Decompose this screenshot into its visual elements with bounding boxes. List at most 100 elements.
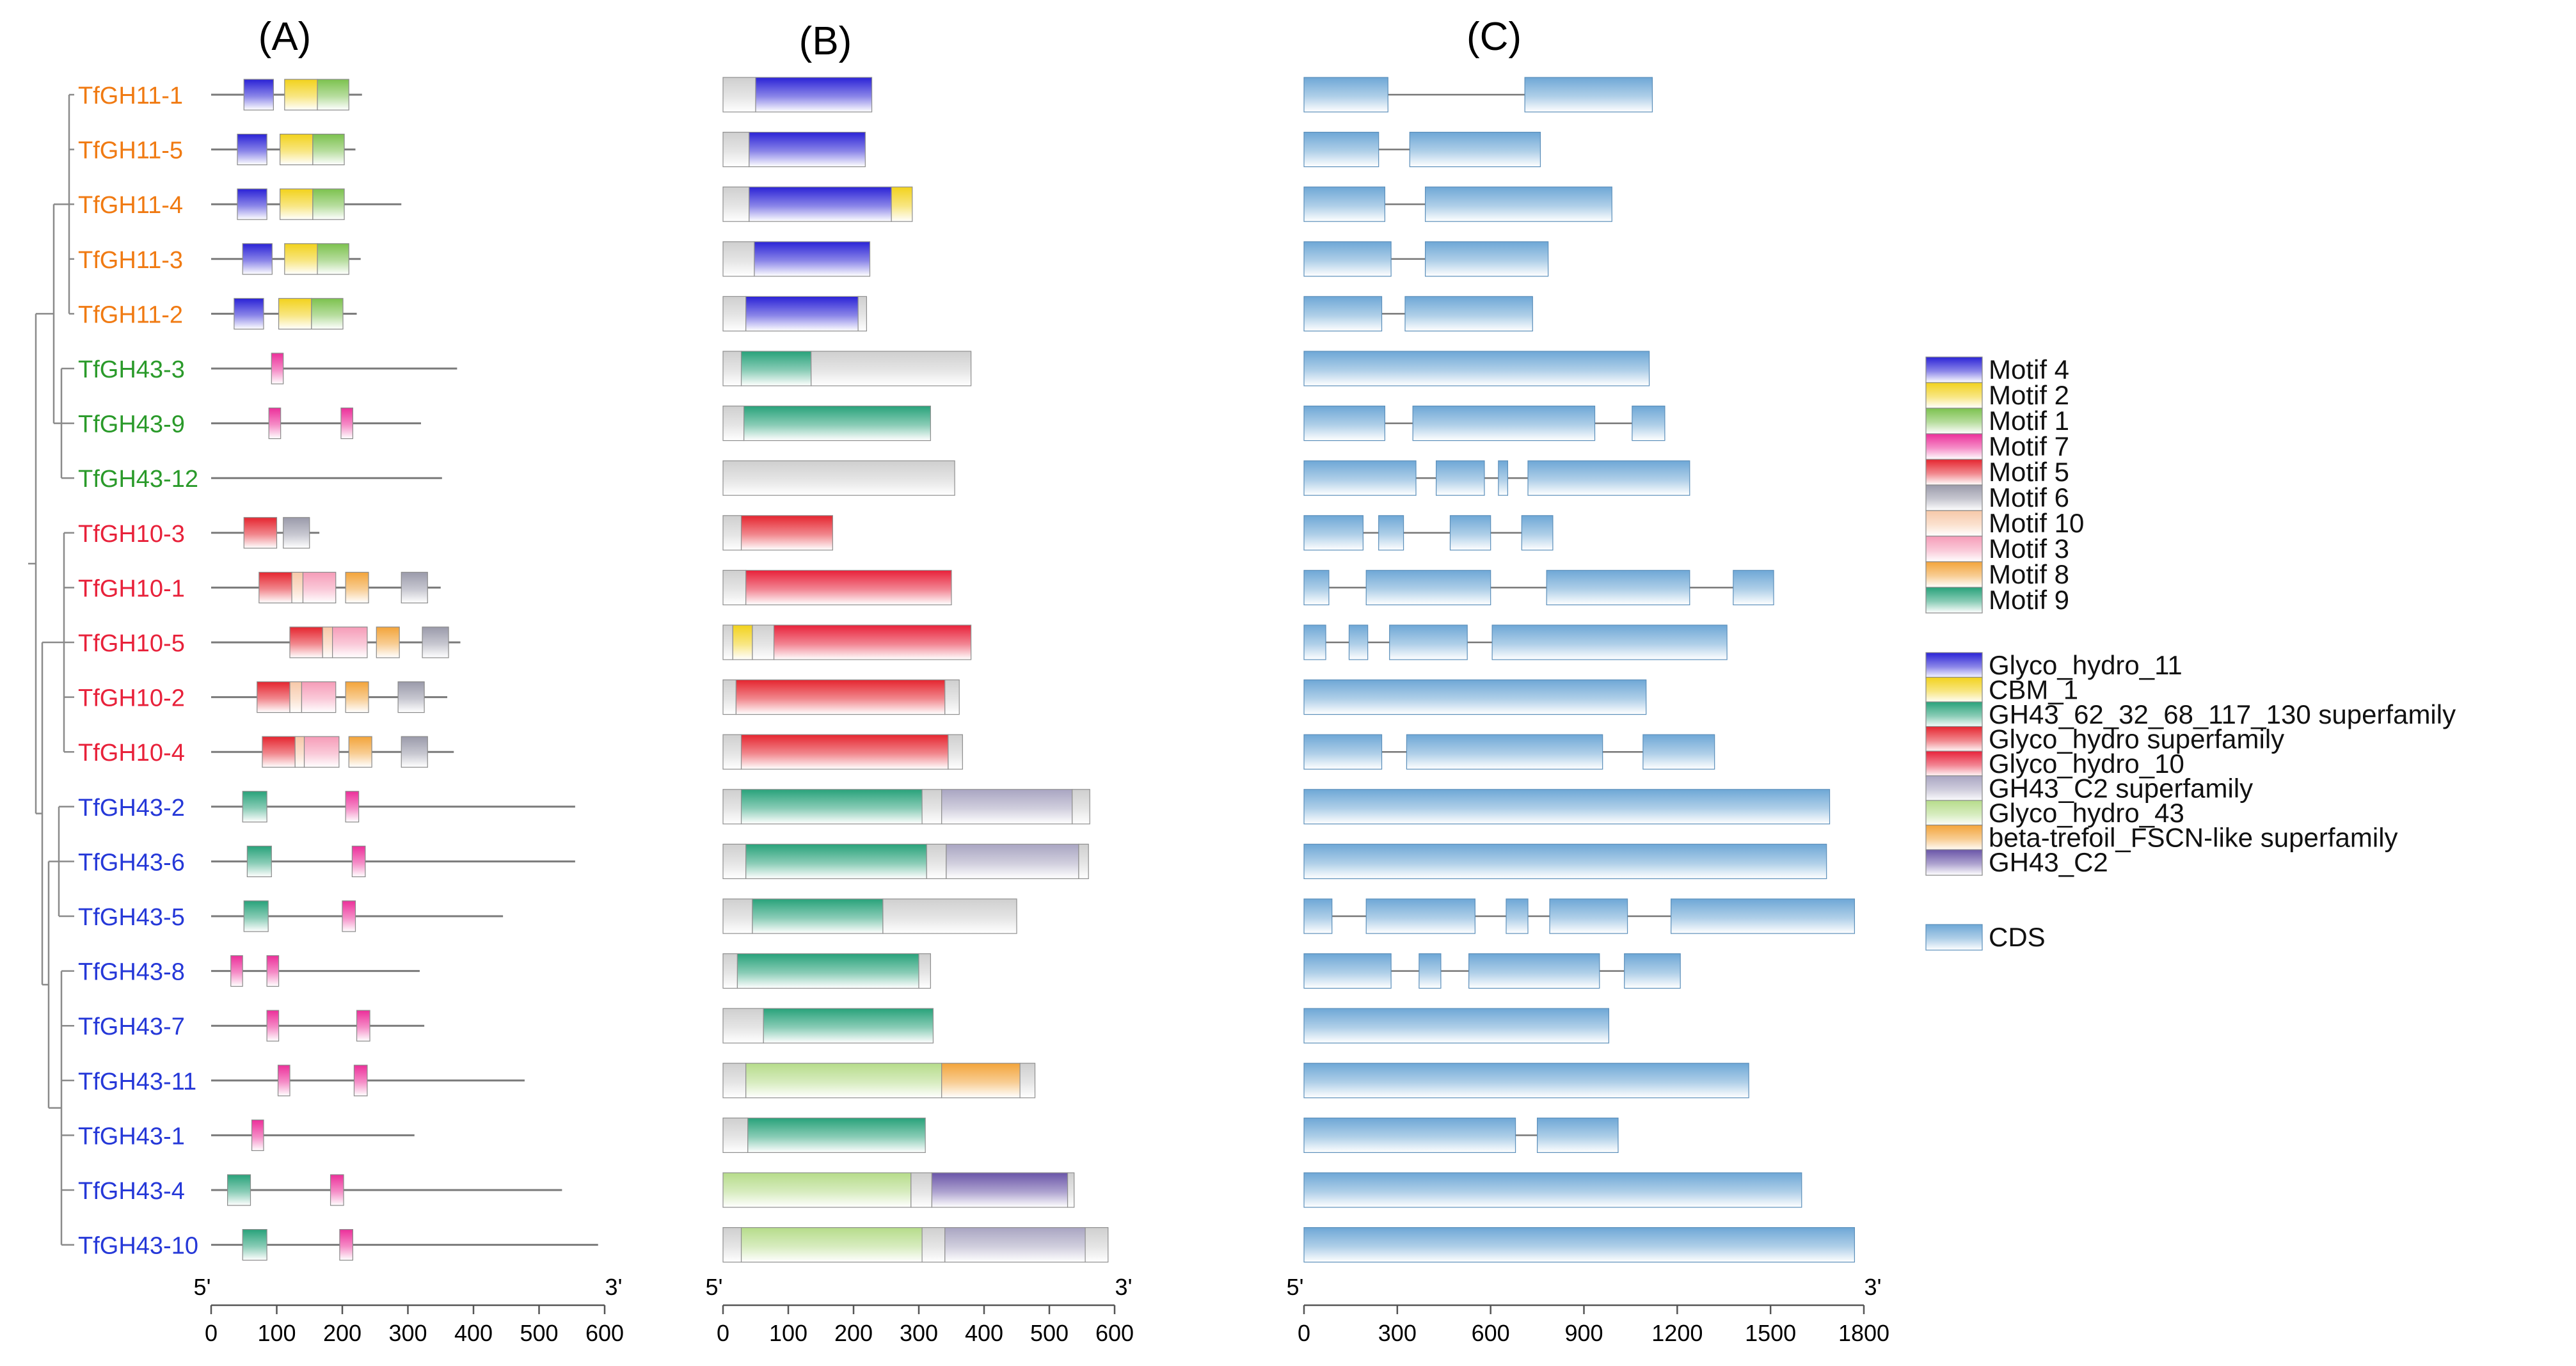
legend-label: Motif 7 [1989,431,2069,461]
legend-swatch [1925,775,1983,802]
domain-box [752,624,775,660]
gene-row: TfGH43-5 [78,898,1856,934]
cds-exon-box [1435,460,1485,496]
legend-label: Glyco_hydro_10 [1989,749,2184,779]
legend-swatch [1925,408,1983,434]
motif-box [271,353,284,385]
motif-box [330,1174,344,1206]
legend-label: Motif 9 [1989,585,2069,615]
legend-label: Motif 1 [1989,406,2069,436]
cds-exon-box [1536,1117,1619,1154]
domain-box [944,679,960,715]
cds-exon-box [1303,789,1831,825]
domain-box [743,405,931,441]
cds-exon-box [1303,569,1330,606]
motif-box [353,1065,368,1097]
axis-start-label: 5' [706,1274,723,1300]
domain-box [740,515,833,551]
motif-box [351,845,366,878]
cds-exon-box [1506,898,1529,934]
gene-row: TfGH43-2 [78,789,1831,825]
motif-box [348,736,372,768]
domain-box [944,1227,1086,1263]
motif-box [246,845,272,878]
motif-box [283,517,310,549]
gene-row: TfGH11-1 [78,77,1653,113]
cds-exon-box [1303,679,1647,715]
domain-box [722,843,747,880]
motif-box [227,1174,251,1206]
axis-tick-label: 1800 [1838,1320,1889,1346]
gene-row: TfGH43-1 [78,1117,1619,1154]
domain-box [722,624,733,660]
legend-swatch [1925,510,1983,537]
legend-swatch [1925,676,1983,704]
motif-box [280,134,314,166]
axis-start-label: 5' [194,1274,211,1300]
axis-tick-label: 400 [965,1320,1003,1346]
legend-label: GH43_C2 [1989,847,2108,877]
domain-legend: Glyco_hydro_11CBM_1GH43_62_32_68_117_130… [1925,650,2456,877]
axis-end-label: 3' [1864,1274,1882,1300]
gene-row: TfGH11-2 [78,296,1533,331]
gene-name-label: TfGH43-11 [78,1068,196,1095]
cds-exon-box [1303,515,1364,551]
motif-box [312,188,345,220]
domain-box [735,679,946,715]
cds-exon-box [1733,569,1774,606]
legend-swatch [1925,849,1983,876]
cds-exon-box [1303,1063,1749,1099]
gene-name-label: TfGH11-5 [78,138,183,164]
axis-tick-label: 500 [1030,1320,1069,1346]
legend-label: Motif 4 [1989,354,2069,385]
domain-box [722,734,742,770]
motif-box [243,517,278,549]
gene-name-label: TfGH11-4 [78,192,183,219]
axis-tick-label: 400 [454,1320,493,1346]
motif-box [242,1228,267,1261]
domain-box [740,351,812,386]
motif-box [234,298,264,330]
legend-label: CDS [1989,922,2046,952]
legend-label: GH43_62_32_68_117_130 superfamily [1989,699,2456,729]
domain-box [722,77,756,113]
axis-tick-label: 900 [1564,1320,1603,1346]
domain-box [941,789,1073,825]
legend-label: Motif 6 [1989,482,2069,512]
cds-exon-box [1303,296,1383,331]
motif-box [266,1010,280,1042]
motif-box [401,736,428,768]
gene-name-label: TfGH43-6 [78,849,185,876]
axis-b: 0 100 200 300 400 500 600 5' 3' [706,1274,1134,1346]
domain-box [722,515,742,551]
axis-tick-label: 300 [900,1320,938,1346]
gene-name-label: TfGH43-10 [78,1233,198,1260]
gene-name-label: TfGH43-5 [78,904,185,931]
axis-tick-label: 300 [388,1320,427,1346]
domain-box [773,624,972,660]
gene-name-label: TfGH10-3 [78,521,185,548]
axis-a: 0 100 200 300 400 500 600 5' 3' [194,1274,624,1346]
legend-swatch [1925,751,1983,777]
motif-box [277,1065,290,1097]
domain-box [736,953,919,989]
cds-exon-box [1303,843,1827,880]
cds-exon-box [1406,734,1603,770]
domain-box [722,405,745,441]
motif-box [237,188,267,220]
domain-box [722,569,747,606]
legend-swatch [1925,587,1983,614]
axis-tick-label: 0 [1298,1320,1310,1346]
gene-row: TfGH43-3 [78,351,1650,386]
motif-box [291,571,304,604]
motif-box [268,407,282,440]
cds-exon-box [1449,515,1491,551]
axis-tick-label: 0 [205,1320,218,1346]
legend-swatch [1925,433,1983,460]
motif-box [251,1119,264,1152]
legend-swatch [1925,726,1983,753]
domain-box [745,569,952,606]
motif-box [257,681,290,713]
axis-tick-label: 600 [1095,1320,1134,1346]
